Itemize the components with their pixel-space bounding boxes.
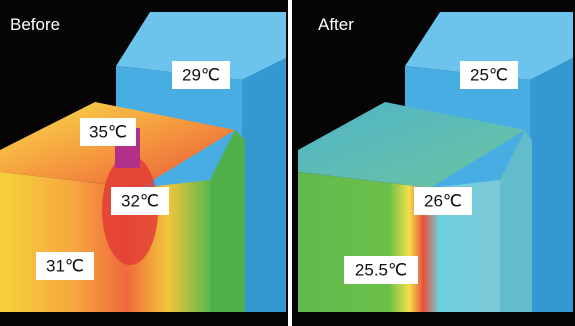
temperature-label: 25℃: [470, 65, 508, 84]
after-panel: After 25℃ 26℃ 25.5℃: [292, 0, 575, 326]
temperature-label: 25.5℃: [355, 260, 407, 279]
temperature-label: 29℃: [182, 65, 220, 84]
temperature-label: 32℃: [121, 191, 159, 210]
panel-label: After: [318, 15, 354, 34]
block-side: [530, 58, 573, 312]
temperature-label: 35℃: [89, 122, 127, 141]
temperature-label: 31℃: [46, 256, 84, 275]
figure: Before 29℃ 35℃ 32℃ 31℃ After 25℃ 26℃ 25.…: [0, 0, 575, 326]
temperature-label: 26℃: [424, 191, 462, 210]
before-panel: Before 29℃ 35℃ 32℃ 31℃: [0, 0, 288, 326]
block-side: [242, 58, 286, 312]
page: Before 29℃ 35℃ 32℃ 31℃ After 25℃ 26℃ 25.…: [0, 0, 575, 326]
panel-label: Before: [10, 15, 60, 34]
